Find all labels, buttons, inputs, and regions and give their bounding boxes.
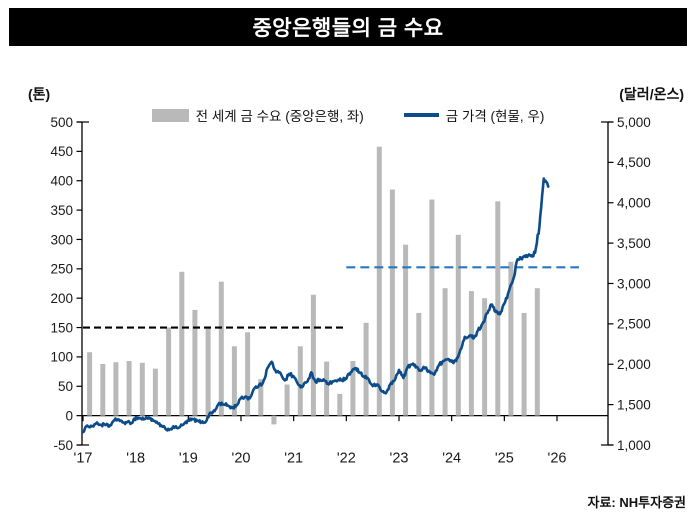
demand-bar-2018Q3 xyxy=(166,327,172,416)
x-axis-year-label: '25 xyxy=(495,451,514,467)
x-axis-year-label: '20 xyxy=(232,451,251,467)
demand-bar-2017Q4 xyxy=(126,361,132,416)
chart-title-bar: 중앙은행들의 금 수요 xyxy=(9,8,687,46)
demand-bars-series xyxy=(87,146,540,425)
demand-bar-2018Q4 xyxy=(179,271,185,416)
demand-bar-2025Q2 xyxy=(521,312,527,416)
demand-bar-2025Q1 xyxy=(508,261,514,416)
left-axis-tick-label: 150 xyxy=(50,320,73,335)
demand-bar-2022Q3 xyxy=(376,146,382,416)
left-axis-tick-label: 0 xyxy=(65,408,73,423)
x-axis-year-label: '17 xyxy=(74,451,93,467)
x-axis-year-label: '24 xyxy=(442,451,461,467)
left-axis-tick-label: 50 xyxy=(58,379,73,394)
demand-bar-2019Q1 xyxy=(192,309,198,416)
demand-bar-2022Q4 xyxy=(389,189,395,416)
left-axis-unit-label: (톤) xyxy=(28,86,51,102)
right-axis-unit-label: (달러/온스) xyxy=(619,86,684,102)
chart-legend: 전 세계 금 수요 (중앙은행, 좌) 금 가격 (현물, 우) xyxy=(0,103,696,127)
left-axis-tick-label: 200 xyxy=(50,291,73,306)
demand-bar-2025Q3 xyxy=(534,288,540,416)
line-swatch-icon xyxy=(403,113,439,117)
demand-bar-2021Q2 xyxy=(310,294,316,416)
x-axis-year-label: '21 xyxy=(284,451,303,467)
demand-bar-2023Q2 xyxy=(416,312,422,416)
demand-bar-2023Q3 xyxy=(429,199,435,416)
right-axis-tick-label: 1,000 xyxy=(617,438,651,453)
demand-bar-2024Q1 xyxy=(455,234,461,416)
right-axis-tick-label: 1,500 xyxy=(617,397,651,412)
demand-bar-2024Q4 xyxy=(495,201,501,416)
demand-bar-2022Q1 xyxy=(350,361,356,416)
demand-bar-2018Q2 xyxy=(152,368,158,416)
demand-bar-2024Q3 xyxy=(482,298,488,416)
x-axis-year-label: '22 xyxy=(337,451,356,467)
left-axis-tick-label: -50 xyxy=(53,438,73,453)
demand-bar-2024Q2 xyxy=(468,291,474,416)
demand-bar-2023Q4 xyxy=(442,288,448,416)
demand-bar-2021Q3 xyxy=(324,361,330,416)
left-axis-tick-label: 350 xyxy=(50,203,73,218)
source-credit: 자료: NH투자증권 xyxy=(587,495,686,510)
demand-bar-2017Q2 xyxy=(100,364,106,416)
right-axis-tick-label: 3,000 xyxy=(617,276,651,291)
demand-bar-2022Q2 xyxy=(363,322,369,416)
right-axis-tick-label: 5,000 xyxy=(617,115,651,130)
demand-bar-2020Q3 xyxy=(271,415,277,425)
left-axis-tick-label: 400 xyxy=(50,174,73,189)
x-axis-year-label: '18 xyxy=(126,451,145,467)
x-axis-year-label: '26 xyxy=(548,451,567,467)
demand-bar-2019Q2 xyxy=(205,327,211,416)
demand-bar-2021Q4 xyxy=(337,393,343,416)
right-axis-tick-label: 4,500 xyxy=(617,155,651,170)
right-axis-tick-label: 4,000 xyxy=(617,196,651,211)
left-axis-tick-label: 300 xyxy=(50,232,73,247)
demand-bar-2019Q3 xyxy=(218,281,224,416)
demand-bar-2021Q1 xyxy=(297,346,303,416)
right-axis-tick-label: 2,500 xyxy=(617,317,651,332)
x-axis-year-label: '23 xyxy=(390,451,409,467)
legend-label-price: 금 가격 (현물, 우) xyxy=(445,109,545,124)
left-axis-tick-label: 450 xyxy=(50,144,73,159)
demand-bar-2017Q1 xyxy=(87,352,93,416)
demand-bar-2023Q1 xyxy=(403,244,409,416)
legend-label-demand: 전 세계 금 수요 (중앙은행, 좌) xyxy=(195,109,364,124)
x-axis-year-label: '19 xyxy=(179,451,198,467)
left-axis-tick-label: 250 xyxy=(50,262,73,277)
page-title: 중앙은행들의 금 수요 xyxy=(252,17,444,40)
right-axis-tick-label: 3,500 xyxy=(617,236,651,251)
left-axis-tick-label: 100 xyxy=(50,350,73,365)
demand-bar-2019Q4 xyxy=(231,346,237,416)
demand-bar-2020Q2 xyxy=(258,379,264,416)
right-axis-tick-label: 2,000 xyxy=(617,357,651,372)
demand-bar-2017Q3 xyxy=(113,362,119,416)
left-axis-tick-label: 500 xyxy=(50,115,73,130)
demand-bar-2020Q1 xyxy=(245,332,251,416)
bar-swatch-icon xyxy=(151,108,189,122)
demand-bar-2020Q4 xyxy=(284,384,290,416)
demand-bar-2018Q1 xyxy=(139,362,145,416)
legend-item-gold-demand: 전 세계 금 수요 (중앙은행, 좌) xyxy=(151,105,364,125)
legend-item-gold-price: 금 가격 (현물, 우) xyxy=(403,105,545,125)
gold-price-line xyxy=(81,177,550,434)
